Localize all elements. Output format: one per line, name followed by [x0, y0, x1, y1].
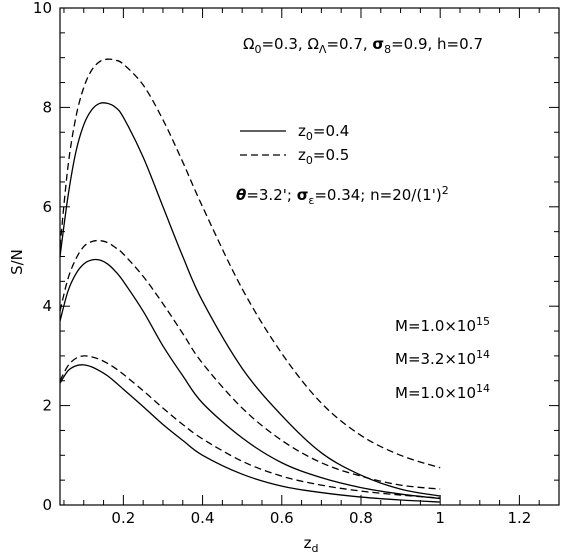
x-tick-label: 0.6: [270, 509, 294, 527]
theta-symbol: θ: [236, 186, 246, 204]
x-tick-label: 0.2: [111, 509, 135, 527]
legend: z0=0.4 z0=0.5: [240, 122, 349, 167]
curve-m1.0e15-z0-0.5: [59, 58, 441, 469]
omegaL-symbol: Ω: [307, 35, 318, 53]
x-tick-label: 1: [435, 509, 445, 527]
y-tick-label: 2: [42, 397, 52, 415]
omega0-symbol: Ω: [243, 35, 254, 53]
curve-m1.0e14-z0-0.5: [59, 355, 441, 499]
mass-label-3.2e14: M=3.2×1014: [395, 348, 490, 368]
x-axis-label-sub: d: [311, 542, 318, 555]
mass-label-1e15: M=1.0×1015: [395, 315, 490, 335]
x-tick-label: 0.8: [349, 509, 373, 527]
mass-label-1e14: M=1.0×1014: [395, 382, 490, 402]
curve-m3.2e14-z0-0.5: [59, 239, 441, 490]
curves: [59, 58, 441, 503]
x-axis-label: zd: [304, 534, 319, 555]
y-axis-label: S/N: [8, 249, 26, 275]
x-tick-label: 0.4: [191, 509, 215, 527]
sigma8-symbol: σ: [372, 35, 384, 53]
y-tick-label: 10: [33, 0, 52, 17]
plot-frame: [59, 7, 560, 506]
sigma8-sub: 8: [384, 43, 391, 56]
curve-m3.2e14-z0-0.4: [59, 258, 441, 500]
y-tick-label: 4: [42, 297, 52, 315]
curve-m1.0e14-z0-0.4: [59, 364, 441, 503]
omegaL-sub: Λ: [319, 43, 327, 56]
sigma-eps-sub: ε: [308, 194, 314, 207]
sigma-eps-symbol: σ: [297, 186, 309, 204]
legend-label-solid: z0=0.4: [298, 122, 349, 143]
y-tick-label: 0: [42, 496, 52, 514]
parameters-annotation: θ=3.2'; σε=0.34; n=20/(1')2: [236, 184, 449, 207]
x-tick-label: 1.2: [507, 509, 531, 527]
y-tick-label: 8: [42, 98, 52, 116]
axis-ticks: [60, 7, 560, 506]
density-exponent: 2: [442, 184, 449, 197]
y-tick-label: 6: [42, 198, 52, 216]
tick-labels: 0.2 0.4 0.6 0.8 1 1.2 0 2 4 6 8 10: [33, 0, 531, 527]
cosmology-annotation: Ω0=0.3, ΩΛ=0.7, σ8=0.9, h=0.7: [243, 35, 483, 56]
curve-m1.0e15-z0-0.4: [59, 102, 441, 497]
omega0-sub: 0: [254, 43, 261, 56]
legend-label-dashed: z0=0.5: [298, 146, 349, 167]
